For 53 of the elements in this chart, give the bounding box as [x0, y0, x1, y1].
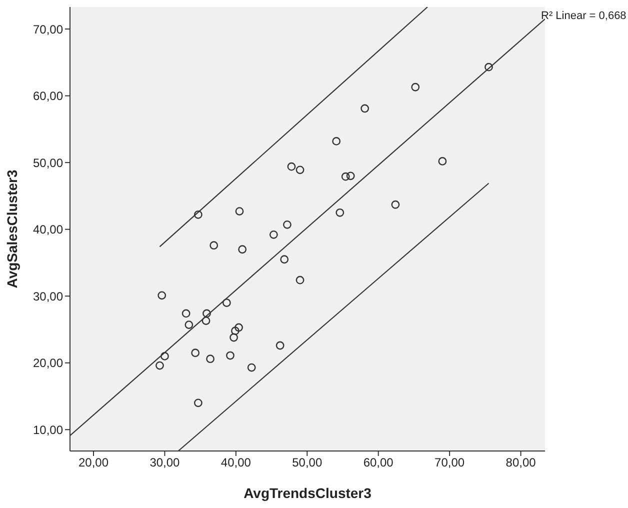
- point: [346, 172, 355, 180]
- point: [341, 172, 350, 181]
- point: [222, 298, 231, 307]
- point: [230, 333, 238, 342]
- point: [202, 309, 211, 318]
- point: [234, 323, 243, 332]
- point: [160, 352, 169, 360]
- point: [283, 220, 292, 229]
- x-tick-label: 60,00: [363, 456, 394, 470]
- y-tick-label: 60,00: [32, 89, 64, 104]
- point: [336, 208, 344, 217]
- point: [296, 276, 304, 284]
- y-tick-label: 30,00: [32, 289, 64, 304]
- point: [226, 351, 234, 360]
- x-axis-title: AvgTrendsCluster3: [244, 485, 372, 501]
- x-tick-label: 40,00: [220, 456, 252, 470]
- point: [191, 348, 200, 358]
- point: [296, 166, 304, 174]
- point: [360, 104, 370, 113]
- point: [202, 316, 210, 326]
- x-tick-label: 30,00: [150, 456, 180, 470]
- point: [235, 207, 244, 216]
- point: [158, 291, 166, 300]
- x-tick-label: 50,00: [292, 456, 322, 470]
- point: [156, 361, 164, 370]
- x-tick-label: 70,00: [434, 456, 465, 470]
- point: [332, 137, 341, 146]
- y-tick-label: 20,00: [32, 356, 64, 370]
- annotation: R² Linear = 0,668: [541, 10, 626, 22]
- point: [276, 341, 284, 350]
- point: [182, 309, 190, 318]
- point: [210, 241, 218, 250]
- x-tick-label: 20,00: [78, 456, 109, 470]
- point: [484, 62, 493, 72]
- point: [184, 320, 194, 330]
- point: [280, 255, 289, 264]
- point: [194, 398, 202, 408]
- point: [438, 157, 447, 166]
- point: [194, 210, 202, 219]
- point: [269, 230, 278, 239]
- y-tick-label: 50,00: [32, 156, 64, 170]
- point: [238, 245, 247, 254]
- point: [287, 162, 296, 171]
- y-axis-title: AvgSalesCluster3: [4, 170, 20, 288]
- point: [247, 363, 256, 372]
- y-tick-label: 70,00: [32, 22, 64, 36]
- point: [231, 326, 240, 336]
- point: [206, 354, 214, 364]
- point: [391, 200, 400, 209]
- x-tick-label: 80,00: [506, 456, 536, 470]
- y-tick-label: 40,00: [32, 222, 64, 237]
- point: [411, 82, 420, 92]
- y-tick-label: 10,00: [32, 422, 64, 437]
